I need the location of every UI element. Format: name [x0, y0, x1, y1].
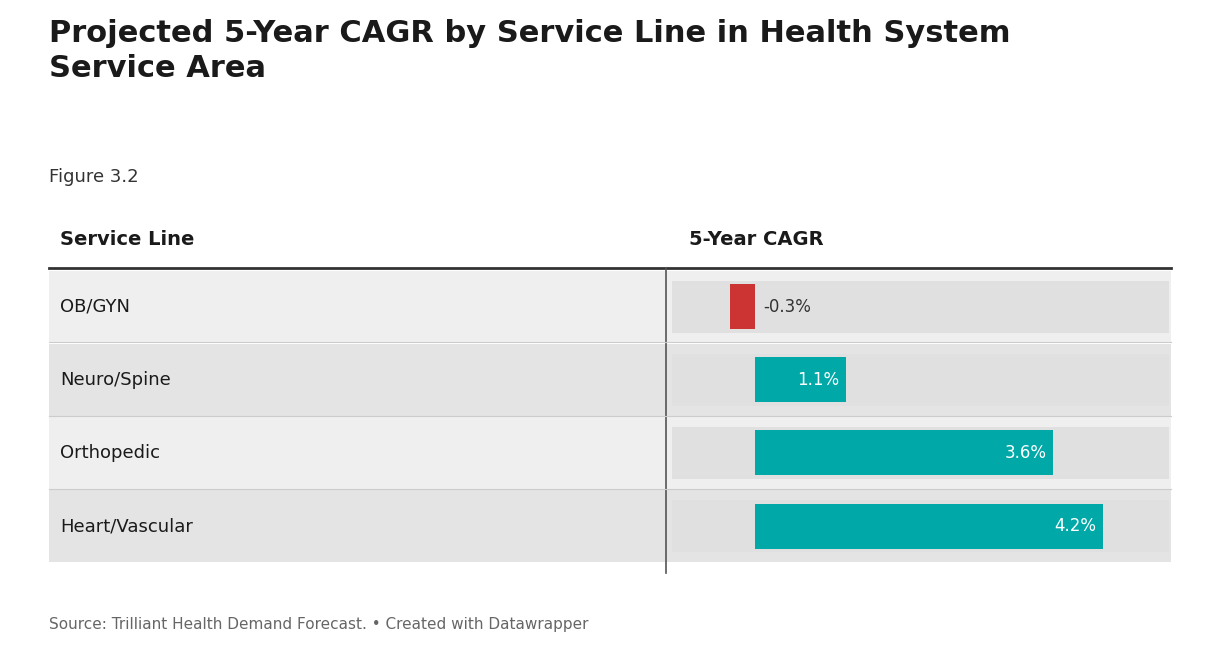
Text: 3.6%: 3.6%: [1004, 444, 1047, 462]
Bar: [49, 490, 1171, 561]
Text: Service Line: Service Line: [60, 230, 194, 249]
Bar: [755, 357, 845, 402]
Text: Neuro/Spine: Neuro/Spine: [60, 371, 171, 389]
Text: 1.1%: 1.1%: [797, 371, 839, 389]
Text: Source: Trilliant Health Demand Forecast. • Created with Datawrapper: Source: Trilliant Health Demand Forecast…: [49, 617, 588, 632]
Bar: [755, 504, 1103, 548]
Text: Projected 5-Year CAGR by Service Line in Health System
Service Area: Projected 5-Year CAGR by Service Line in…: [49, 19, 1010, 83]
Text: Orthopedic: Orthopedic: [60, 444, 160, 462]
Text: 4.2%: 4.2%: [1054, 517, 1096, 535]
Text: Heart/Vascular: Heart/Vascular: [60, 517, 193, 535]
Text: OB/GYN: OB/GYN: [60, 298, 131, 316]
Bar: [49, 271, 1171, 342]
Text: 5-Year CAGR: 5-Year CAGR: [688, 230, 824, 249]
Bar: [49, 417, 1171, 488]
Bar: [672, 500, 1169, 552]
Bar: [49, 344, 1171, 415]
Bar: [672, 427, 1169, 479]
Bar: [730, 284, 755, 329]
Bar: [672, 354, 1169, 406]
Bar: [672, 280, 1169, 333]
Text: Figure 3.2: Figure 3.2: [49, 168, 138, 186]
Bar: [755, 430, 1053, 475]
Text: -0.3%: -0.3%: [764, 298, 811, 316]
